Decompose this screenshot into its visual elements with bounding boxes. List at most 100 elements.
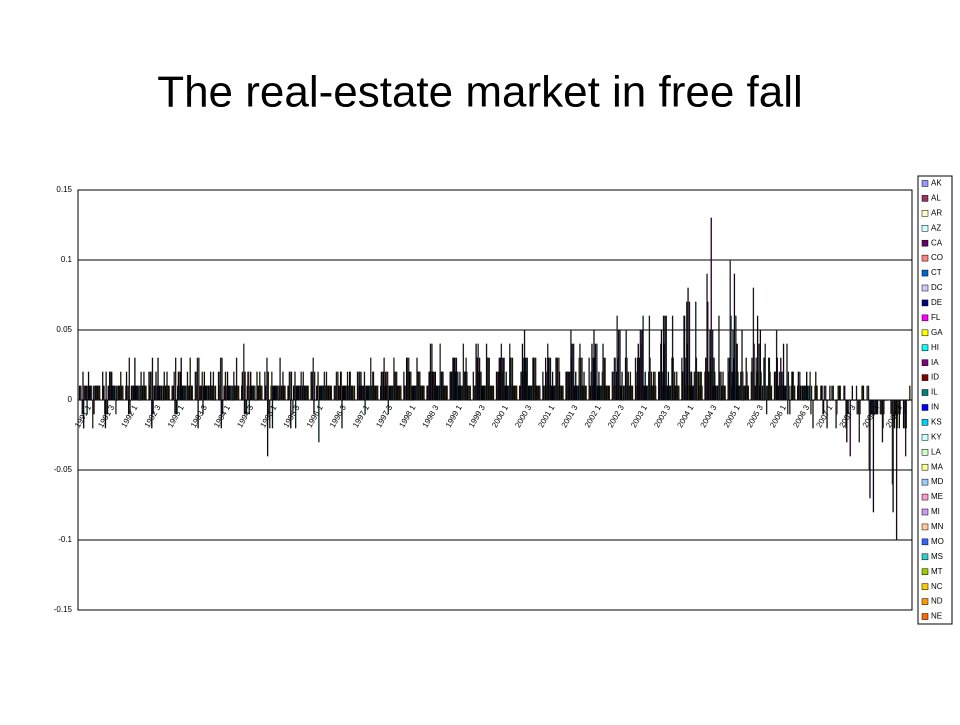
bar: [794, 386, 795, 400]
legend-swatch: [922, 375, 928, 381]
legend-label: IN: [931, 403, 939, 412]
legend-swatch: [922, 419, 928, 425]
legend-swatch: [922, 330, 928, 336]
bar: [678, 386, 679, 400]
legend-label: MS: [931, 552, 943, 561]
bar: [516, 386, 517, 400]
legend-swatch: [922, 569, 928, 575]
legend-label: ME: [931, 492, 943, 501]
bar: [858, 400, 859, 414]
bar: [813, 400, 814, 428]
legend-swatch: [922, 270, 928, 276]
bar: [271, 372, 272, 400]
y-tick-label: 0: [68, 395, 73, 404]
bar: [563, 386, 564, 400]
bar: [314, 372, 315, 400]
legend-swatch: [922, 240, 928, 246]
legend-swatch: [922, 315, 928, 321]
legend-label: CA: [931, 238, 943, 247]
x-tick-label: 1991 3: [96, 403, 116, 429]
bar: [198, 358, 199, 400]
x-tick-label: 1993 1: [166, 403, 186, 429]
bar: [833, 386, 834, 400]
x-tick-label: 2005 1: [722, 403, 742, 429]
bar: [748, 386, 749, 400]
bar: [215, 386, 216, 400]
bar: [81, 386, 82, 400]
bar: [884, 400, 885, 414]
bar: [86, 386, 87, 400]
bar: [766, 400, 767, 414]
bar: [197, 358, 198, 400]
bar: [245, 372, 246, 400]
chart-title: The real-estate market in free fall: [157, 68, 803, 117]
x-tick-label: 2005 3: [745, 403, 765, 429]
legend-swatch: [922, 390, 928, 396]
legend-label: IA: [931, 358, 939, 367]
bar: [469, 386, 470, 400]
bar: [609, 386, 610, 400]
bar: [832, 386, 833, 400]
legend-label: AK: [931, 179, 942, 188]
legend-swatch: [922, 464, 928, 470]
bar: [91, 386, 92, 400]
bar: [801, 386, 802, 400]
bar: [447, 386, 448, 400]
legend-swatch: [922, 404, 928, 410]
bar: [909, 386, 910, 400]
legend-swatch: [922, 255, 928, 261]
legend-label: DE: [931, 298, 942, 307]
bar: [267, 358, 268, 400]
legend-label: ND: [931, 597, 943, 606]
legend-label: MD: [931, 477, 944, 486]
bar: [175, 358, 176, 400]
x-tick-label: 1993 3: [189, 403, 209, 429]
bar: [539, 386, 540, 400]
bar: [844, 386, 845, 400]
bar: [341, 372, 342, 400]
bar: [151, 372, 152, 400]
legend-swatch: [922, 449, 928, 455]
bar: [290, 372, 291, 400]
x-tick-label: 2001 1: [536, 403, 556, 429]
legend-label: IL: [931, 388, 938, 397]
bar: [278, 386, 279, 400]
bar: [867, 386, 868, 400]
bar: [93, 386, 94, 400]
legend-label: AL: [931, 194, 941, 203]
x-tick-label: 1998 3: [421, 403, 441, 429]
bar: [811, 386, 812, 400]
legend-label: GA: [931, 328, 943, 337]
x-tick-label: 2002 1: [583, 403, 603, 429]
legend-swatch: [922, 300, 928, 306]
bar: [688, 288, 689, 400]
x-tick-label: 2004 1: [675, 403, 695, 429]
y-tick-label: 0.15: [56, 185, 72, 194]
bar: [830, 386, 831, 400]
x-tick-label: 2002 3: [606, 403, 626, 429]
legend-swatch: [922, 360, 928, 366]
x-tick-label: 2003 1: [629, 403, 649, 429]
bar: [655, 386, 656, 400]
bar: [761, 372, 762, 400]
legend-swatch: [922, 494, 928, 500]
legend-swatch: [922, 285, 928, 291]
bar: [696, 358, 697, 400]
x-tick-label: 1994 3: [235, 403, 255, 429]
bar: [822, 386, 823, 400]
bar: [231, 386, 232, 400]
x-tick-label: 2007 1: [814, 403, 834, 429]
bar: [255, 386, 256, 400]
bar: [807, 386, 808, 400]
legend-swatch: [922, 195, 928, 201]
bar: [400, 386, 401, 400]
bar: [268, 372, 269, 400]
x-tick-label: 2008 1: [861, 403, 881, 429]
bar: [789, 400, 790, 414]
bar: [222, 358, 223, 400]
x-tick-label: 1997 3: [374, 403, 394, 429]
bar: [586, 386, 587, 400]
legend-label: MO: [931, 537, 944, 546]
x-tick-label: 1995 3: [282, 403, 302, 429]
